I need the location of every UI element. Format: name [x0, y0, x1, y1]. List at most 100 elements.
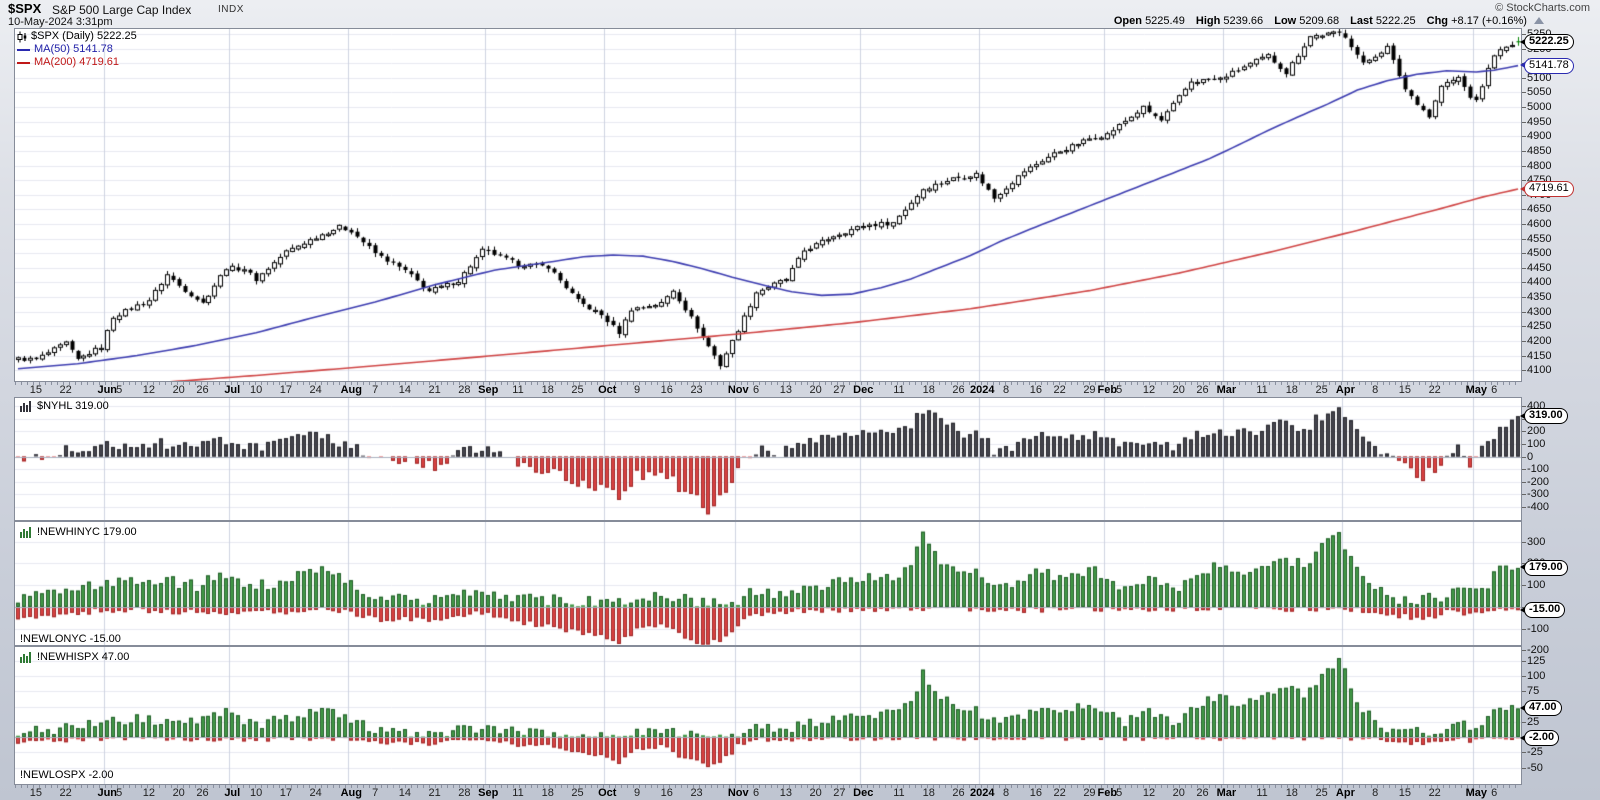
- histogram-icon: [20, 526, 31, 538]
- x-axis-label: Jun: [97, 787, 118, 799]
- x-axis-label: 11: [1256, 787, 1268, 799]
- chart-legend: $SPX (Daily) 5222.25 MA(50) 5141.78 MA(2…: [17, 30, 137, 69]
- x-axis-label: Aug: [340, 384, 363, 396]
- y-axis-tick-label: 5100: [1521, 71, 1552, 84]
- y-axis-tick-label: -100: [1521, 463, 1550, 476]
- low-value: 5209.68: [1299, 15, 1340, 27]
- x-axis-label: 15: [29, 787, 42, 799]
- x-axis-label: 21: [428, 384, 441, 396]
- x-axis-label: 16: [660, 384, 673, 396]
- newlospx-value-bubble: -2.00: [1519, 730, 1560, 747]
- x-axis-label: Nov: [727, 384, 749, 396]
- symbol-title: $SPX: [8, 1, 42, 16]
- x-axis-label: 16: [660, 787, 673, 799]
- last-price-bubble: 5222.25: [1520, 34, 1574, 51]
- chg-label: Chg: [1426, 15, 1449, 27]
- spx-highs-lows-panel: [14, 646, 1522, 785]
- x-axis-label: 26: [196, 384, 209, 396]
- x-axis-label: 26: [952, 787, 965, 799]
- histogram-icon: [20, 400, 31, 412]
- newhinyc-label-row: !NEWHINYC 179.00: [20, 526, 137, 538]
- x-axis-label: Feb: [1097, 787, 1118, 799]
- x-axis-label: 6: [1491, 384, 1498, 396]
- x-axis-label: 26: [1196, 384, 1209, 396]
- x-axis-label: 17: [279, 787, 292, 799]
- symbol-exchange: INDX: [218, 4, 244, 15]
- symbol-name: S&P 500 Large Cap Index: [52, 3, 192, 17]
- x-axis-label: Nov: [727, 787, 749, 799]
- x-axis-label: Aug: [340, 787, 363, 799]
- y-axis-tick-label: -200: [1521, 644, 1550, 657]
- ma200-price-bubble: 4719.61: [1520, 181, 1574, 198]
- x-axis-label: 10: [249, 384, 263, 396]
- x-axis-label: 15: [29, 384, 42, 396]
- x-axis-label: 13: [779, 787, 792, 799]
- newhinyc-label: !NEWHINYC 179.00: [37, 526, 137, 538]
- x-axis-label: 28: [458, 787, 471, 799]
- x-axis-label: 12: [142, 384, 156, 396]
- date-axis-upper: 15 22 Jun 5 12 20 26 Jul 10 17 24 Aug 7 14 21 28 Sep 11 18…: [0, 382, 1600, 397]
- x-axis-label: 12: [142, 787, 156, 799]
- x-axis-label: 20: [172, 787, 185, 799]
- ma200-line-icon: [17, 61, 30, 64]
- y-axis-tick-label: 4550: [1521, 232, 1552, 245]
- y-axis-tick-label: 4250: [1521, 320, 1552, 333]
- high-value: 5239.66: [1223, 15, 1264, 27]
- legend-symbol-text: $SPX (Daily) 5222.25: [31, 30, 137, 42]
- x-axis-label: Mar: [1216, 384, 1237, 396]
- x-axis-label: 15: [1398, 787, 1412, 799]
- y-axis-tick-label: 4650: [1521, 203, 1552, 216]
- y-axis-tick-label: 4150: [1521, 349, 1552, 362]
- y-axis-tick-label: 100: [1521, 670, 1546, 683]
- legend-symbol-row: $SPX (Daily) 5222.25: [17, 30, 137, 43]
- y-axis-tick-label: 4450: [1521, 261, 1552, 274]
- x-axis-label: 18: [922, 787, 935, 799]
- x-axis-label: 27: [833, 787, 846, 799]
- y-axis-tick-label: -200: [1521, 475, 1550, 488]
- x-axis-label: 22: [59, 787, 72, 799]
- nyse-highs-lows-canvas: [15, 522, 1521, 645]
- nyhl-histogram-canvas: [15, 398, 1521, 520]
- x-axis-label: 25: [1315, 384, 1328, 396]
- main-price-panel: [14, 28, 1522, 382]
- x-axis-label: 23: [690, 787, 703, 799]
- x-axis-label: 17: [279, 384, 292, 396]
- y-axis-tick-label: 4500: [1521, 247, 1552, 260]
- x-axis-label: Oct: [598, 384, 617, 396]
- x-axis-label: 15: [1398, 384, 1412, 396]
- y-axis-tick-label: 5050: [1521, 86, 1552, 99]
- x-axis-label: 11: [1256, 384, 1268, 396]
- y-axis-tick-label: 75: [1521, 685, 1540, 698]
- x-axis-label: 20: [1172, 787, 1185, 799]
- legend-ma50-row: MA(50) 5141.78: [17, 43, 137, 56]
- ma50-price-bubble: 5141.78: [1520, 57, 1574, 74]
- y-axis-tick-label: 4850: [1521, 144, 1552, 157]
- x-axis-label: 8: [1372, 384, 1379, 396]
- x-axis-label: 25: [571, 787, 584, 799]
- last-value: 5222.25: [1375, 15, 1416, 27]
- y-axis-tick-label: 4350: [1521, 291, 1552, 304]
- x-axis-label: 10: [249, 787, 263, 799]
- x-axis-label: 27: [833, 384, 846, 396]
- x-axis-label: 24: [309, 384, 322, 396]
- x-axis-label: Jul: [224, 384, 241, 396]
- x-axis-label: 5: [1116, 787, 1123, 799]
- y-axis-tick-label: 4950: [1521, 115, 1552, 128]
- y-axis-tick-label: -50: [1522, 761, 1543, 774]
- x-axis-label: 11: [893, 787, 905, 799]
- x-axis-label: 9: [633, 384, 641, 396]
- x-axis-label: 22: [1428, 384, 1441, 396]
- newlonyc-value-bubble: -15.00: [1519, 602, 1566, 619]
- high-label: High: [1195, 15, 1221, 27]
- x-axis-label: 18: [541, 787, 554, 799]
- legend-ma50-text: MA(50) 5141.78: [34, 43, 113, 55]
- x-axis-label: 29: [1083, 384, 1096, 396]
- x-axis-label: Mar: [1216, 787, 1237, 799]
- candlestick-icon: [17, 31, 27, 42]
- x-axis-label: 7: [372, 384, 379, 396]
- x-axis-label: 11: [893, 384, 905, 396]
- x-axis-label: Dec: [853, 384, 874, 396]
- x-axis-label: 13: [779, 384, 792, 396]
- x-axis-label: Sep: [478, 787, 499, 799]
